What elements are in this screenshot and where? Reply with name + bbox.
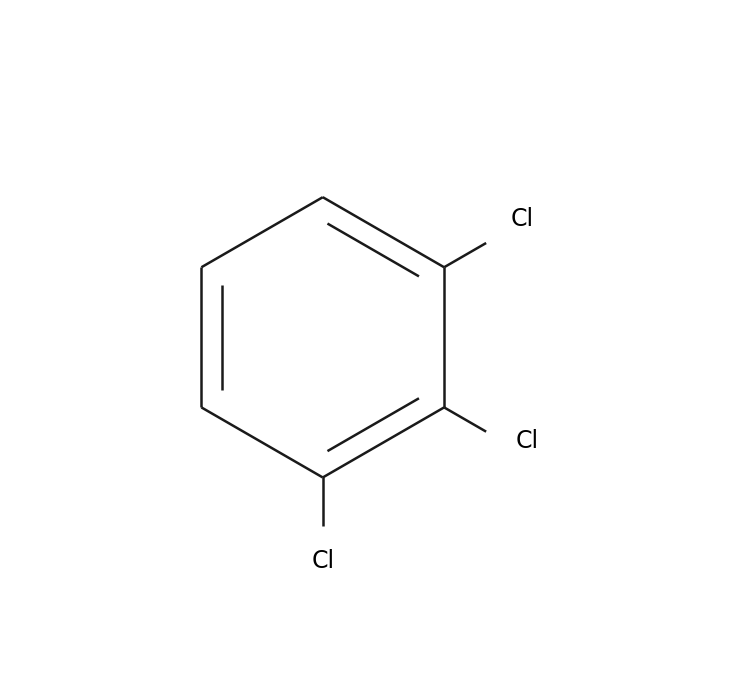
Text: Cl: Cl bbox=[312, 549, 335, 573]
Text: Cl: Cl bbox=[516, 429, 539, 454]
Text: Cl: Cl bbox=[510, 206, 534, 231]
